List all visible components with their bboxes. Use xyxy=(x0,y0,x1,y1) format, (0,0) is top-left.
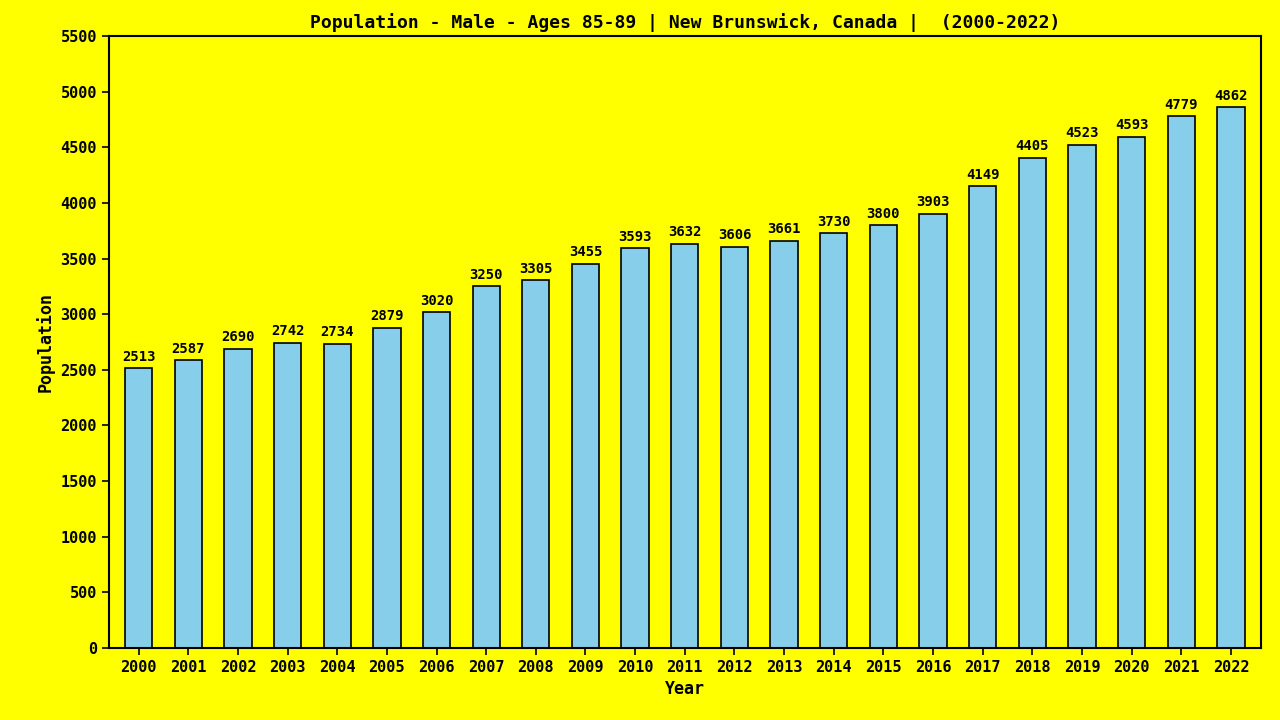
Text: 4779: 4779 xyxy=(1165,98,1198,112)
Y-axis label: Population: Population xyxy=(36,292,55,392)
Bar xyxy=(870,225,897,648)
Bar xyxy=(820,233,847,648)
Bar xyxy=(224,348,252,648)
Bar xyxy=(1117,137,1146,648)
Bar xyxy=(771,240,797,648)
Text: 3020: 3020 xyxy=(420,294,453,307)
Bar xyxy=(919,214,947,648)
Text: 3632: 3632 xyxy=(668,225,701,240)
Bar xyxy=(422,312,451,648)
Text: 2742: 2742 xyxy=(271,325,305,338)
Bar xyxy=(1069,145,1096,648)
Text: 4593: 4593 xyxy=(1115,119,1148,132)
Bar xyxy=(969,186,996,648)
Text: 3305: 3305 xyxy=(520,262,553,276)
Text: 2879: 2879 xyxy=(370,309,403,323)
Text: 3661: 3661 xyxy=(768,222,801,236)
Bar xyxy=(671,244,699,648)
Title: Population - Male - Ages 85-89 | New Brunswick, Canada |  (2000-2022): Population - Male - Ages 85-89 | New Bru… xyxy=(310,13,1060,32)
X-axis label: Year: Year xyxy=(664,680,705,698)
Text: 4149: 4149 xyxy=(966,168,1000,182)
Bar xyxy=(472,287,499,648)
Text: 3800: 3800 xyxy=(867,207,900,221)
Text: 4862: 4862 xyxy=(1215,89,1248,102)
Bar xyxy=(374,328,401,648)
Bar xyxy=(522,280,549,648)
Text: 2513: 2513 xyxy=(122,350,155,364)
Bar xyxy=(174,360,202,648)
Text: 3903: 3903 xyxy=(916,195,950,210)
Text: 3455: 3455 xyxy=(568,245,602,259)
Text: 4523: 4523 xyxy=(1065,126,1098,140)
Bar xyxy=(324,343,351,648)
Text: 2587: 2587 xyxy=(172,342,205,356)
Bar xyxy=(125,369,152,648)
Text: 4405: 4405 xyxy=(1015,140,1050,153)
Bar xyxy=(1217,107,1244,648)
Bar xyxy=(1167,116,1196,648)
Bar xyxy=(721,247,748,648)
Text: 3250: 3250 xyxy=(470,268,503,282)
Bar xyxy=(572,264,599,648)
Text: 2690: 2690 xyxy=(221,330,255,344)
Text: 3593: 3593 xyxy=(618,230,652,244)
Text: 2734: 2734 xyxy=(320,325,355,339)
Text: 3730: 3730 xyxy=(817,215,850,228)
Bar xyxy=(1019,158,1046,648)
Bar xyxy=(622,248,649,648)
Bar xyxy=(274,343,301,648)
Text: 3606: 3606 xyxy=(718,228,751,243)
